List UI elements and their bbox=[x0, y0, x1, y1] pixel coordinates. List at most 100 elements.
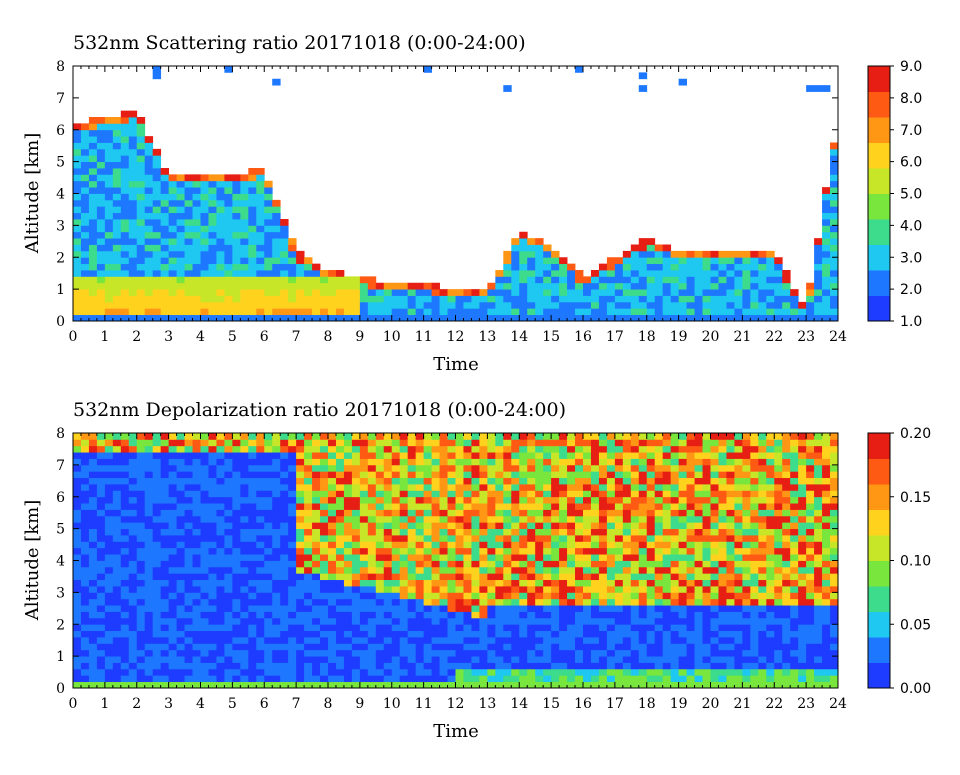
heatmap-cell bbox=[248, 206, 256, 213]
heatmap-cell bbox=[726, 490, 734, 497]
heatmap-cell bbox=[137, 631, 145, 638]
heatmap-cell bbox=[304, 592, 312, 599]
heatmap-cell bbox=[113, 219, 121, 226]
heatmap-cell bbox=[607, 497, 615, 504]
heatmap-cell bbox=[193, 541, 201, 548]
heatmap-cell bbox=[559, 663, 567, 670]
heatmap-cell bbox=[272, 484, 280, 491]
heatmap-cell bbox=[742, 289, 750, 296]
heatmap-cell bbox=[113, 270, 121, 277]
heatmap-cell bbox=[360, 592, 368, 599]
heatmap-cell bbox=[726, 516, 734, 523]
heatmap-cell bbox=[575, 592, 583, 599]
heatmap-cell bbox=[551, 490, 559, 497]
heatmap-cell bbox=[113, 624, 121, 631]
heatmap-cell bbox=[240, 174, 248, 181]
heatmap-cell bbox=[623, 283, 631, 290]
heatmap-cell bbox=[264, 302, 272, 309]
heatmap-cell bbox=[726, 522, 734, 529]
heatmap-cell bbox=[559, 510, 567, 517]
heatmap-cell bbox=[631, 535, 639, 542]
heatmap-cell bbox=[169, 283, 177, 290]
heatmap-cell bbox=[201, 567, 209, 574]
heatmap-cell bbox=[201, 465, 209, 472]
heatmap-cell bbox=[240, 478, 248, 485]
heatmap-cell bbox=[288, 624, 296, 631]
heatmap-cell bbox=[368, 669, 376, 676]
heatmap-cell bbox=[471, 296, 479, 303]
heatmap-cell bbox=[583, 561, 591, 568]
heatmap-cell bbox=[647, 497, 655, 504]
heatmap-cell bbox=[177, 561, 185, 568]
heatmap-cell bbox=[280, 459, 288, 466]
heatmap-cell bbox=[232, 529, 240, 536]
heatmap-cell bbox=[814, 276, 822, 283]
heatmap-cell bbox=[639, 245, 647, 252]
heatmap-cell bbox=[145, 276, 153, 283]
heatmap-cell bbox=[432, 599, 440, 606]
heatmap-cell bbox=[81, 503, 89, 510]
heatmap-cell bbox=[639, 535, 647, 542]
heatmap-cell bbox=[256, 315, 264, 322]
heatmap-cell bbox=[822, 238, 830, 245]
heatmap-cell bbox=[121, 200, 129, 207]
heatmap-cell bbox=[647, 245, 655, 252]
heatmap-cell bbox=[272, 503, 280, 510]
heatmap-cell bbox=[145, 663, 153, 670]
heatmap-cell bbox=[559, 257, 567, 264]
heatmap-cell bbox=[655, 478, 663, 485]
depolarization-ratio-panel: 532nm Depolarization ratio 20171018 (0:0… bbox=[22, 399, 931, 742]
heatmap-cell bbox=[320, 439, 328, 446]
heatmap-cell bbox=[718, 439, 726, 446]
heatmap-cell bbox=[583, 586, 591, 593]
heatmap-cell bbox=[671, 586, 679, 593]
heatmap-cell bbox=[527, 624, 535, 631]
heatmap-cell bbox=[368, 561, 376, 568]
heatmap-cell bbox=[726, 503, 734, 510]
heatmap-cell bbox=[718, 573, 726, 580]
heatmap-cell bbox=[81, 213, 89, 220]
heatmap-cell bbox=[280, 624, 288, 631]
heatmap-cell bbox=[193, 471, 201, 478]
heatmap-cell bbox=[137, 573, 145, 580]
heatmap-cell bbox=[384, 682, 392, 689]
heatmap-cell bbox=[185, 452, 193, 459]
heatmap-cell bbox=[599, 541, 607, 548]
heatmap-cell bbox=[448, 490, 456, 497]
heatmap-cell bbox=[734, 612, 742, 619]
heatmap-cell bbox=[185, 446, 193, 453]
heatmap-cell bbox=[503, 573, 511, 580]
heatmap-cell bbox=[73, 605, 81, 612]
heatmap-cell bbox=[703, 433, 711, 440]
heatmap-cell bbox=[703, 605, 711, 612]
heatmap-cell bbox=[655, 497, 663, 504]
heatmap-cell bbox=[169, 516, 177, 523]
heatmap-cell bbox=[734, 308, 742, 315]
heatmap-cell bbox=[479, 433, 487, 440]
heatmap-cell bbox=[145, 561, 153, 568]
heatmap-cell bbox=[224, 206, 232, 213]
heatmap-cell bbox=[368, 643, 376, 650]
heatmap-cell bbox=[559, 270, 567, 277]
heatmap-cell bbox=[456, 516, 464, 523]
heatmap-cell bbox=[288, 548, 296, 555]
heatmap-cell bbox=[400, 675, 408, 682]
heatmap-cell bbox=[615, 561, 623, 568]
heatmap-cell bbox=[519, 567, 527, 574]
heatmap-cell bbox=[519, 586, 527, 593]
heatmap-cell bbox=[726, 535, 734, 542]
heatmap-cell bbox=[145, 605, 153, 612]
heatmap-cell bbox=[121, 567, 129, 574]
heatmap-cell bbox=[599, 471, 607, 478]
heatmap-cell bbox=[575, 561, 583, 568]
heatmap-cell bbox=[296, 650, 304, 657]
heatmap-cell bbox=[487, 592, 495, 599]
heatmap-cell bbox=[535, 561, 543, 568]
heatmap-cell bbox=[424, 580, 432, 587]
heatmap-cell bbox=[718, 586, 726, 593]
heatmap-cell bbox=[639, 605, 647, 612]
heatmap-cell bbox=[320, 510, 328, 517]
heatmap-cell bbox=[392, 675, 400, 682]
heatmap-cell bbox=[137, 136, 145, 143]
heatmap-cell bbox=[360, 669, 368, 676]
